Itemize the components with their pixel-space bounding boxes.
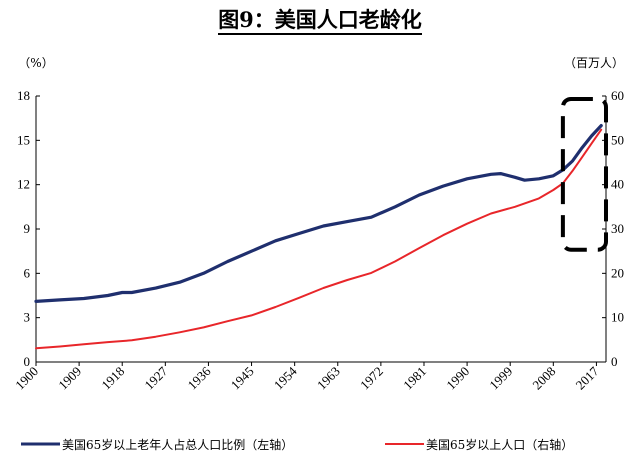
x-tick-label: 1963 — [314, 364, 343, 393]
x-tick-label: 1954 — [271, 363, 300, 392]
x-axis-ticks: 1900 1909 1918 1927 1936 1945 1954 1963 1972 1981… — [12, 362, 602, 393]
x-tick-label: 2017 — [573, 363, 602, 392]
left-tick-label: 18 — [17, 88, 30, 103]
x-tick-label: 1981 — [400, 364, 429, 393]
right-tick-label: 20 — [611, 265, 624, 280]
right-axis-unit: （百万人） — [564, 56, 624, 70]
chart-title: 图9：美国人口老龄化 — [0, 4, 640, 35]
x-tick-label: 1945 — [228, 364, 257, 393]
right-tick-label: 30 — [611, 221, 624, 236]
left-tick-label: 3 — [24, 310, 31, 325]
x-tick-label: 1999 — [486, 364, 515, 393]
right-axis-ticks: 0 10 20 30 40 50 60 — [602, 88, 624, 369]
right-tick-label: 0 — [611, 354, 618, 369]
series-line-2 — [35, 128, 603, 350]
x-tick-label: 1972 — [357, 364, 386, 393]
left-tick-label: 15 — [17, 132, 30, 147]
left-tick-label: 9 — [24, 221, 31, 236]
x-tick-label: 1909 — [55, 364, 84, 393]
axes — [35, 96, 607, 363]
right-tick-label: 60 — [611, 88, 624, 103]
legend-label-series2: 美国65岁以上人口（右轴） — [426, 437, 573, 452]
x-tick-label: 1936 — [185, 363, 214, 392]
series-line-1 — [34, 124, 603, 303]
x-tick-label: 1918 — [98, 364, 127, 393]
legend-label-series1: 美国65岁以上老年人占总人口比例（左轴） — [62, 437, 293, 452]
left-tick-label: 0 — [24, 354, 31, 369]
highlight-rect — [560, 96, 608, 252]
highlight-box — [560, 96, 608, 252]
right-tick-label: 50 — [611, 132, 624, 147]
x-tick-label: 1927 — [141, 363, 170, 392]
left-axis-ticks: 0 3 6 9 12 15 18 — [17, 88, 40, 369]
right-tick-label: 40 — [611, 177, 624, 192]
x-tick-label: 1900 — [12, 364, 41, 393]
left-tick-label: 6 — [24, 265, 31, 280]
x-tick-label: 2008 — [529, 364, 558, 393]
x-tick-label: 1990 — [443, 364, 472, 393]
left-axis-unit: （%） — [18, 56, 53, 70]
left-tick-label: 12 — [17, 177, 30, 192]
legend: 美国65岁以上老年人占总人口比例（左轴） 美国65岁以上人口（右轴） — [21, 437, 573, 452]
series-lines — [34, 124, 603, 350]
right-tick-label: 10 — [611, 310, 624, 325]
